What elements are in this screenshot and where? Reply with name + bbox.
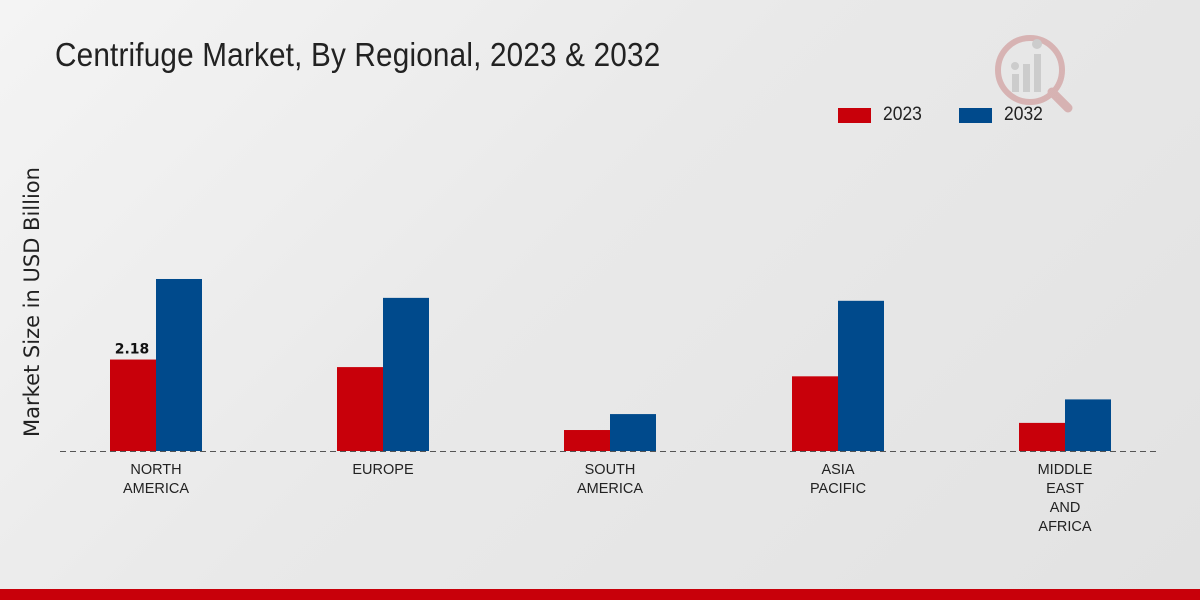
x-tick-label: EUROPE <box>352 462 414 478</box>
bar-2023-europe <box>337 367 383 451</box>
data-label: 2.18 <box>115 342 150 358</box>
bar-2032-south-america <box>610 414 656 451</box>
legend-label-2023: 2023 <box>883 104 922 125</box>
bar-2023-asia-pacific <box>792 376 838 451</box>
chart-title: Centrifuge Market, By Regional, 2023 & 2… <box>55 36 661 73</box>
bar-2023-south-america <box>564 430 610 451</box>
brand-logo-icon <box>995 35 1073 113</box>
bar-2023-middle-east-and-africa <box>1019 422 1065 451</box>
bar-2032-north-america <box>156 278 202 451</box>
legend-swatch-2023 <box>838 107 871 123</box>
bar-2032-europe <box>383 297 429 451</box>
legend: 2023 2032 <box>838 104 1081 126</box>
x-tick-label: SOUTH AMERICA <box>577 462 643 497</box>
x-tick-label: MIDDLE EAST AND AFRICA <box>1038 462 1093 535</box>
x-tick-label: NORTH AMERICA <box>123 462 189 497</box>
legend-label-2032: 2032 <box>1004 104 1044 125</box>
legend-swatch-2032 <box>959 107 993 123</box>
bar-2032-asia-pacific <box>838 300 884 451</box>
bar-2023-north-america <box>110 359 156 451</box>
x-tick-label: ASIA PACIFIC <box>810 462 866 497</box>
bar-2032-middle-east-and-africa <box>1065 399 1111 451</box>
legend-item-2032: 2032 <box>959 104 1046 126</box>
legend-item-2023: 2023 <box>838 104 925 126</box>
bottom-accent-bar <box>0 589 1200 600</box>
